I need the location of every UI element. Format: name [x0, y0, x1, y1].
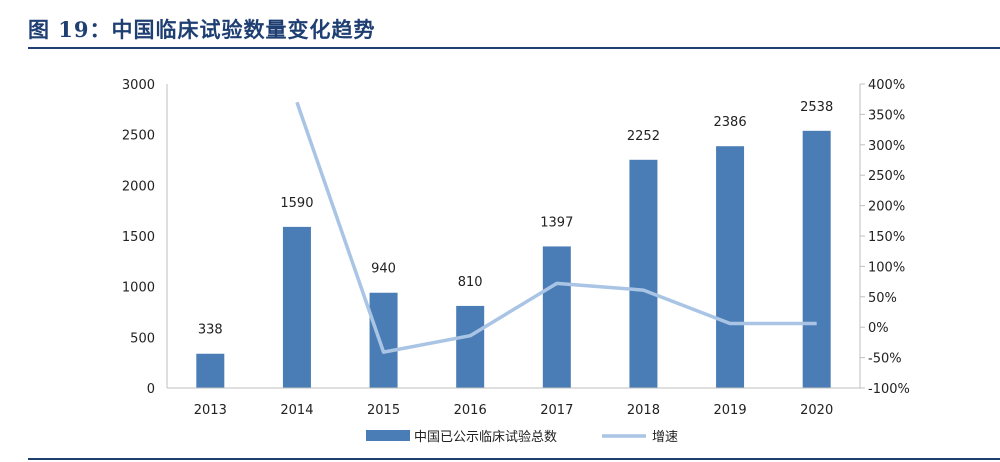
bar	[196, 353, 225, 388]
bar-data-label: 338	[198, 323, 223, 338]
bar	[282, 226, 311, 388]
y-right-tick-label: 350%	[868, 108, 905, 123]
y-right-tick-label: 300%	[868, 139, 905, 154]
bar	[802, 130, 831, 389]
x-tick-label: 2015	[367, 403, 400, 418]
data-labels: 338 1590 940 810 1397 2252 2386 2538	[198, 100, 833, 338]
x-tick-label: 2017	[540, 403, 573, 418]
title-divider	[28, 47, 1000, 49]
chart-axes: 0 500 1000 1500 2000 2500 3000 -100% -50% 0% 50% 10…	[122, 78, 910, 418]
y-right-tick-label: 250%	[868, 169, 905, 184]
bar	[542, 246, 571, 388]
bar-data-label: 2252	[627, 129, 660, 144]
y-right-tick-label: -100%	[868, 382, 910, 397]
y-left-tick-label: 3000	[122, 78, 155, 93]
legend-label-total: 中国已公示临床试验总数	[414, 429, 557, 445]
bar-data-label: 810	[458, 275, 483, 290]
growth-line-series	[295, 101, 817, 354]
x-tick-label: 2019	[714, 403, 747, 418]
y-left-tick-label: 500	[130, 331, 155, 346]
bar	[456, 305, 485, 388]
bar	[716, 146, 745, 388]
bar-data-label: 1397	[540, 215, 573, 230]
figure-title: 图 19：中国临床试验数量变化趋势	[28, 17, 376, 42]
y-right-tick-label: 200%	[868, 200, 905, 215]
bottom-divider	[28, 458, 1000, 460]
bar-data-label: 2538	[800, 100, 833, 115]
x-tick-label: 2016	[454, 403, 487, 418]
y-right-tick-label: 400%	[868, 78, 905, 93]
x-tick-label: 2020	[800, 403, 833, 418]
y-right-tick-label: 0%	[868, 321, 889, 336]
x-tick-label: 2014	[280, 403, 313, 418]
bar	[369, 292, 398, 388]
y-right-tick-label: -50%	[868, 352, 902, 367]
bar-data-label: 940	[371, 262, 396, 277]
legend-swatch-bar	[366, 430, 410, 441]
growth-line	[295, 101, 817, 354]
bar-data-label: 2386	[714, 115, 747, 130]
y-right-tick-label: 50%	[868, 291, 897, 306]
y-left-tick-label: 2500	[122, 129, 155, 144]
y-left-tick-label: 1000	[122, 281, 155, 296]
x-tick-label: 2018	[627, 403, 660, 418]
y-right-tick-label: 150%	[868, 230, 905, 245]
chart-legend: 中国已公示临床试验总数 增速	[366, 429, 678, 445]
y-left-tick-label: 2000	[122, 179, 155, 194]
bar-data-label: 1590	[280, 196, 313, 211]
bar-series	[196, 130, 831, 389]
bar	[629, 159, 658, 388]
x-tick-label: 2013	[194, 403, 227, 418]
y-left-tick-label: 1500	[122, 230, 155, 245]
y-right-tick-label: 100%	[868, 260, 905, 275]
y-left-tick-label: 0	[147, 382, 155, 397]
legend-label-growth: 增速	[652, 430, 678, 445]
